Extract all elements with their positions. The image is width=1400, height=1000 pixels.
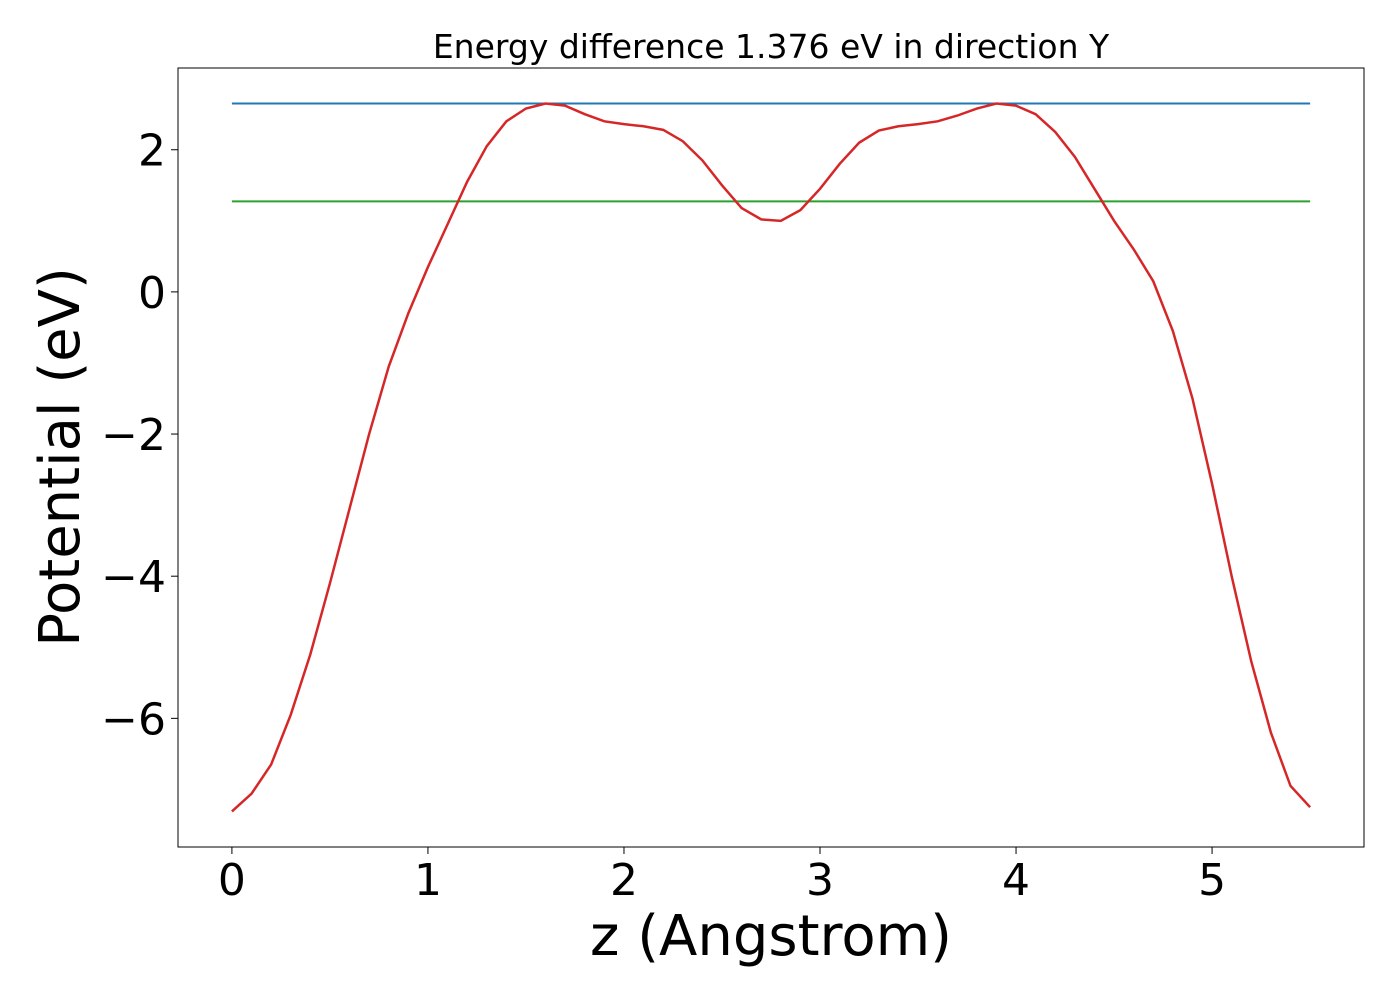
x-tick-label: 5	[1198, 855, 1226, 906]
y-tick-label: 0	[138, 268, 166, 319]
x-tick-label: 0	[218, 855, 246, 906]
y-tick-label: 2	[138, 126, 166, 177]
series-line	[231, 102, 1312, 813]
chart-title: Energy difference 1.376 eV in direction …	[433, 27, 1110, 66]
y-axis-label: Potential (eV)	[28, 267, 93, 647]
x-tick-label: 3	[806, 855, 834, 906]
y-tick-label: −4	[101, 552, 166, 603]
y-tick-label: −6	[101, 694, 166, 745]
x-axis-label: z (Angstrom)	[590, 904, 952, 969]
y-tick-label: −2	[101, 410, 166, 461]
plot-frame	[177, 67, 1365, 848]
x-tick-label: 2	[610, 855, 638, 906]
x-tick-label: 4	[1002, 855, 1030, 906]
x-tick-label: 1	[414, 855, 442, 906]
